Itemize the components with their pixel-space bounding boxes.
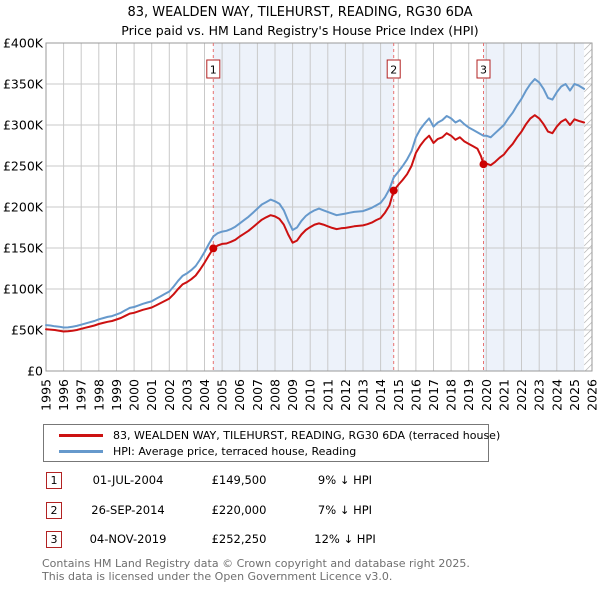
transaction-date: 04-NOV-2019 xyxy=(89,532,167,546)
svg-text:1: 1 xyxy=(210,64,217,77)
svg-text:2023: 2023 xyxy=(532,379,547,411)
blue-line-sample-icon xyxy=(59,449,103,453)
transaction-price: £149,500 xyxy=(211,473,267,487)
transaction-number-badge: 2 xyxy=(46,502,62,519)
svg-text:£200K: £200K xyxy=(3,200,44,215)
svg-text:2015: 2015 xyxy=(391,379,406,411)
svg-text:2014: 2014 xyxy=(373,379,388,411)
footer-line-2: This data is licensed under the Open Gov… xyxy=(42,569,393,583)
svg-text:2013: 2013 xyxy=(356,379,371,411)
page-title: 83, WEALDEN WAY, TILEHURST, READING, RG3… xyxy=(127,5,473,20)
svg-text:2016: 2016 xyxy=(408,379,423,411)
svg-text:2009: 2009 xyxy=(285,379,300,411)
svg-text:2022: 2022 xyxy=(514,379,529,411)
red-line-sample-icon xyxy=(59,433,103,437)
transaction-hpi-delta: 12% ↓ HPI xyxy=(314,532,376,546)
svg-text:£250K: £250K xyxy=(3,159,44,174)
svg-text:2008: 2008 xyxy=(268,379,283,411)
svg-text:2019: 2019 xyxy=(461,379,476,411)
svg-text:£50K: £50K xyxy=(11,323,44,338)
svg-text:2003: 2003 xyxy=(179,379,194,411)
svg-text:2018: 2018 xyxy=(444,379,459,411)
transaction-price: £220,000 xyxy=(211,503,267,517)
svg-text:2: 2 xyxy=(390,64,397,77)
page-subtitle: Price paid vs. HM Land Registry's House … xyxy=(121,23,479,38)
price-chart: 1995 1996 1997 1998 1999 2000 2001 2002 2003 2004… xyxy=(3,36,600,411)
svg-text:1998: 1998 xyxy=(91,379,106,411)
transaction-hpi-delta: 7% ↓ HPI xyxy=(317,503,373,517)
transaction-date: 01-JUL-2004 xyxy=(92,473,164,487)
svg-text:£350K: £350K xyxy=(3,77,44,92)
svg-text:3: 3 xyxy=(480,64,487,77)
svg-text:1999: 1999 xyxy=(109,379,124,411)
transaction-price: £252,250 xyxy=(211,532,267,546)
svg-text:£100K: £100K xyxy=(3,282,44,297)
svg-text:2025: 2025 xyxy=(567,379,582,411)
svg-text:2006: 2006 xyxy=(232,379,247,411)
svg-text:2001: 2001 xyxy=(144,379,159,411)
license-footer: Contains HM Land Registry data © Crown c… xyxy=(42,557,470,583)
svg-text:2017: 2017 xyxy=(426,379,441,411)
chart-legend: 83, WEALDEN WAY, TILEHURST, READING, RG3… xyxy=(43,424,500,462)
svg-text:£300K: £300K xyxy=(3,118,44,133)
legend-label-property: 83, WEALDEN WAY, TILEHURST, READING, RG3… xyxy=(113,428,501,442)
footer-line-1: Contains HM Land Registry data © Crown c… xyxy=(42,557,470,570)
svg-text:2024: 2024 xyxy=(549,379,564,411)
transaction-hpi-delta: 9% ↓ HPI xyxy=(317,473,373,487)
transaction-row: 1 01-JUL-2004 £149,500 9% ↓ HPI xyxy=(0,472,600,490)
svg-text:2011: 2011 xyxy=(320,379,335,411)
transaction-row: 3 04-NOV-2019 £252,250 12% ↓ HPI xyxy=(0,531,600,549)
svg-text:1995: 1995 xyxy=(39,379,54,411)
svg-text:1996: 1996 xyxy=(56,379,71,411)
legend-row-property: 83, WEALDEN WAY, TILEHURST, READING, RG3… xyxy=(44,427,500,443)
svg-text:2004: 2004 xyxy=(197,379,212,411)
legend-label-hpi: HPI: Average price, terraced house, Read… xyxy=(113,444,357,458)
svg-text:2007: 2007 xyxy=(250,379,265,411)
svg-text:2020: 2020 xyxy=(479,379,494,411)
transaction-date: 26-SEP-2014 xyxy=(91,503,165,517)
svg-text:2000: 2000 xyxy=(127,379,142,411)
svg-text:2002: 2002 xyxy=(162,379,177,411)
svg-text:£400K: £400K xyxy=(3,36,44,51)
svg-text:2021: 2021 xyxy=(496,379,511,411)
svg-text:2005: 2005 xyxy=(215,379,230,411)
transaction-number-badge: 1 xyxy=(46,472,62,489)
legend-row-hpi: HPI: Average price, terraced house, Read… xyxy=(44,443,488,459)
svg-text:2026: 2026 xyxy=(585,379,600,411)
transaction-row: 2 26-SEP-2014 £220,000 7% ↓ HPI xyxy=(0,502,600,520)
svg-text:£150K: £150K xyxy=(3,241,44,256)
svg-text:£0: £0 xyxy=(27,364,43,379)
transaction-number-badge: 3 xyxy=(46,531,62,548)
svg-text:2012: 2012 xyxy=(338,379,353,411)
svg-text:1997: 1997 xyxy=(74,379,89,411)
svg-text:2010: 2010 xyxy=(303,379,318,411)
